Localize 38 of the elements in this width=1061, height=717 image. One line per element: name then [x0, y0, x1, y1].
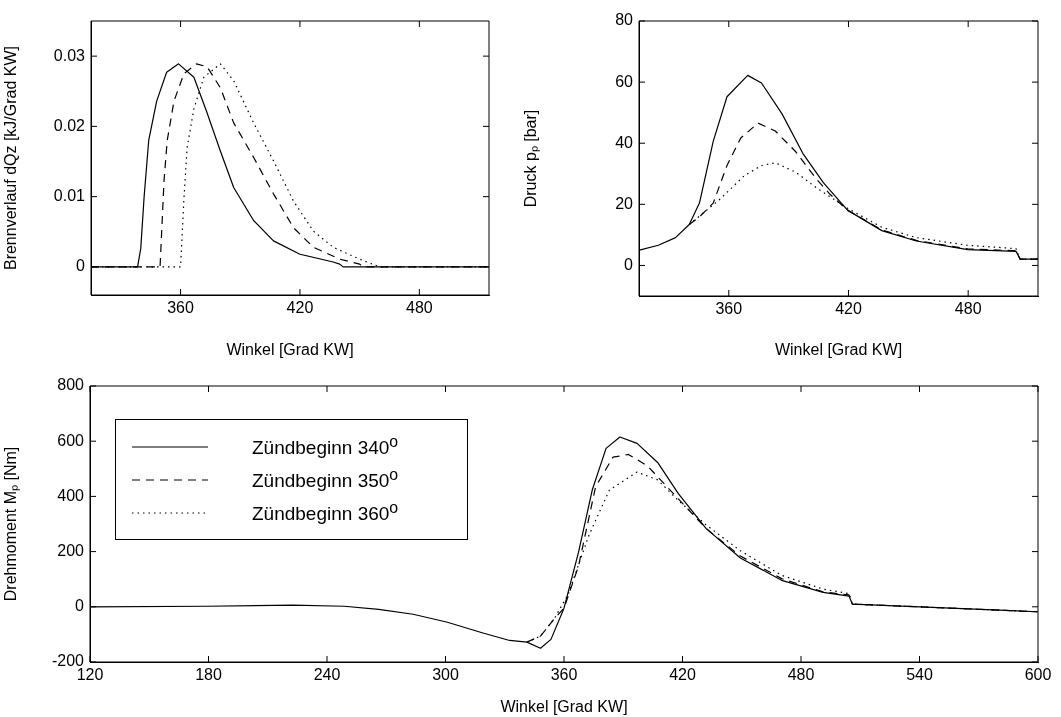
x-axis-title: Winkel [Grad KW]	[774, 340, 903, 358]
y-axis-title: Druck pₚ [bar]	[522, 109, 541, 208]
y-tick-label: 200	[57, 542, 85, 560]
x-tick-label: 120	[76, 666, 104, 684]
y-tick-label: 0.01	[53, 187, 86, 205]
legend-label: Zündbeginn 350$^{o}$	[252, 466, 399, 493]
legend-label: Zündbeginn 360$^{o}$	[252, 499, 399, 526]
x-tick-label: 480	[954, 300, 982, 318]
y-tick-label: 0.03	[53, 46, 86, 64]
x-tick-label: 240	[313, 666, 341, 684]
x-tick-label: 540	[906, 666, 933, 684]
y-tick-label: 0	[76, 257, 86, 275]
y-tick-label: 400	[57, 486, 85, 504]
x-tick-label: 180	[195, 666, 222, 684]
x-tick-label: 420	[835, 300, 862, 318]
x-axis-title: Winkel [Grad KW]	[500, 697, 628, 715]
x-tick-label: 600	[1024, 666, 1052, 684]
x-tick-label: 480	[787, 666, 815, 684]
y-axis-title: Drehmoment Mₚ [Nm]	[2, 446, 21, 602]
y-tick-label: 0.02	[53, 116, 86, 134]
y-tick-label: 0	[624, 255, 634, 273]
y-axis-title: Brennverlauf dQz [kJ/Grad KW]	[2, 45, 20, 271]
x-axis-title: Winkel [Grad KW]	[226, 340, 354, 358]
x-tick-label: 420	[286, 299, 314, 317]
x-tick-label: 360	[550, 666, 578, 684]
x-tick-label: 300	[432, 666, 459, 684]
y-tick-label: 600	[57, 431, 85, 449]
y-tick-label: 0	[75, 597, 85, 615]
y-tick-label: 40	[615, 133, 634, 151]
y-tick-label: 80	[615, 11, 634, 29]
y-tick-label: 20	[615, 194, 634, 212]
y-tick-label: 60	[615, 72, 634, 90]
legend-label: Zündbeginn 340$^{o}$	[252, 433, 399, 460]
x-tick-label: 480	[406, 299, 433, 317]
x-tick-label: 360	[167, 299, 194, 317]
x-tick-label: 420	[669, 666, 696, 684]
x-tick-label: 360	[715, 300, 743, 318]
y-tick-label: 800	[57, 376, 85, 394]
